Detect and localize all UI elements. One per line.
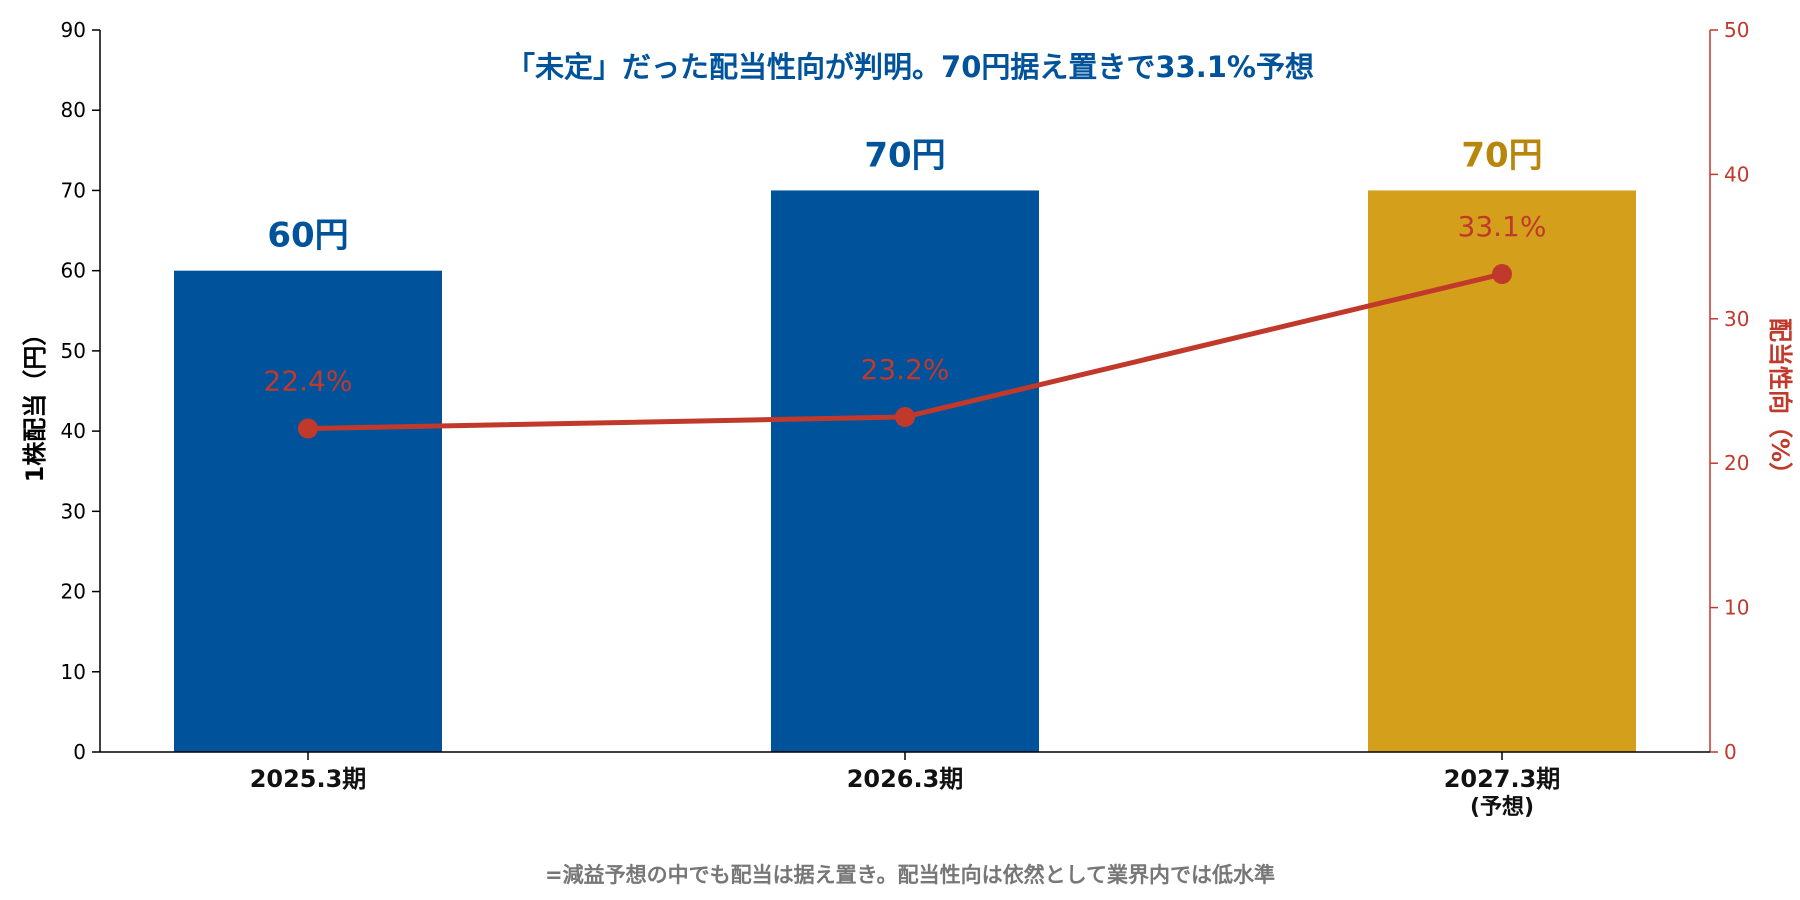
- left-tick-label: 60: [61, 259, 86, 283]
- right-tick-label: 40: [1724, 162, 1749, 186]
- left-tick-label: 50: [61, 339, 86, 363]
- labels-group: 60円 70円 70円 22.4% 23.2% 33.1%: [264, 135, 1547, 397]
- left-tick-label: 40: [61, 419, 86, 443]
- x-tick-sublabel-3: (予想): [1470, 795, 1534, 820]
- payout-point-1: [298, 418, 318, 439]
- left-tick-label: 80: [61, 98, 86, 122]
- y2-axis-title: 配当性向（%）: [1766, 318, 1794, 486]
- payout-value-label-3: 33.1%: [1458, 210, 1547, 243]
- payout-value-label-2: 23.2%: [861, 353, 950, 386]
- left-tick-label: 20: [61, 580, 86, 604]
- x-tick-label-3: 2027.3期: [1444, 765, 1561, 793]
- x-tick-label-2: 2026.3期: [847, 765, 964, 793]
- bar-value-label-2: 70円: [864, 135, 945, 175]
- payout-value-label-1: 22.4%: [264, 365, 353, 398]
- left-tick-label: 10: [61, 660, 86, 684]
- chart-title: 「未定」だった配当性向が判明。70円据え置きで33.1%予想: [506, 50, 1314, 84]
- axes-group: 0 10 20 30 40 50 60 70 80 90 0 10 20 30 40 50 2025.3期 202…: [61, 18, 1750, 820]
- bar-value-label-3: 70円: [1461, 135, 1542, 175]
- payout-point-2: [895, 406, 915, 427]
- right-tick-label: 0: [1724, 740, 1737, 764]
- left-tick-label: 90: [61, 18, 86, 42]
- chart-footnote: =減益予想の中でも配当は据え置き。配当性向は依然として業界内では低水準: [545, 863, 1275, 887]
- left-tick-label: 70: [61, 178, 86, 202]
- left-tick-label: 0: [73, 740, 86, 764]
- right-tick-label: 50: [1724, 18, 1749, 42]
- payout-point-3: [1492, 264, 1512, 285]
- bar-value-label-1: 60円: [267, 216, 348, 256]
- bar-2: [771, 190, 1039, 752]
- right-tick-label: 10: [1724, 596, 1749, 620]
- x-tick-label-1: 2025.3期: [250, 765, 367, 793]
- bar-1: [174, 270, 442, 752]
- bar-3: [1368, 190, 1636, 752]
- payout-line-group: [298, 264, 1512, 439]
- right-tick-label: 20: [1724, 451, 1749, 475]
- bars-group: [174, 190, 1636, 752]
- left-tick-label: 30: [61, 499, 86, 523]
- right-tick-label: 30: [1724, 307, 1749, 331]
- y-axis-title: 1株配当（円）: [21, 322, 49, 483]
